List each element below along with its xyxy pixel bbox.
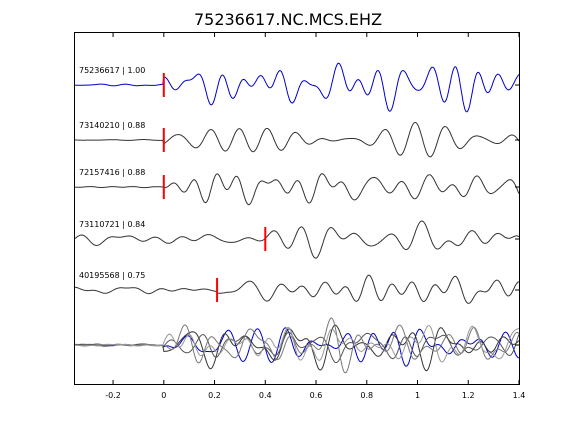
x-axis: -0.2 0 0.2 0.4 0.6 0.8 1 1.2 1.4 [105, 33, 525, 400]
x-tick-label: 1 [415, 391, 420, 400]
plot-frame [74, 32, 520, 385]
x-tick-label: 0.6 [310, 391, 323, 400]
trace-line [74, 173, 520, 206]
chart-title: 75236617.NC.MCS.EHZ [194, 10, 382, 29]
x-tick-label: 0 [161, 391, 166, 400]
overlay-stack [74, 317, 520, 374]
x-tick-label: 1.2 [462, 391, 475, 400]
trace-panels: 75236617 | 1.00 73140210 | 0.88 72157416 |… [74, 62, 520, 304]
x-tick-label: -0.2 [105, 391, 121, 400]
trace-label: 75236617 | 1.00 [79, 66, 145, 75]
x-tick-label: 0.2 [208, 391, 221, 400]
stack-trace-line [74, 325, 520, 363]
x-tick-label: 0.4 [259, 391, 272, 400]
x-tick-label: 0.8 [360, 391, 373, 400]
trace-line [74, 122, 520, 158]
trace-label: 40195568 | 0.75 [79, 271, 145, 280]
x-tick-label: 1.4 [513, 391, 526, 400]
trace-line [74, 62, 520, 113]
trace-label: 73140210 | 0.88 [79, 121, 145, 130]
trace-line [74, 274, 520, 304]
trace-label: 73110721 | 0.84 [79, 220, 145, 229]
trace-label: 72157416 | 0.88 [79, 168, 145, 177]
trace-line [74, 220, 520, 259]
